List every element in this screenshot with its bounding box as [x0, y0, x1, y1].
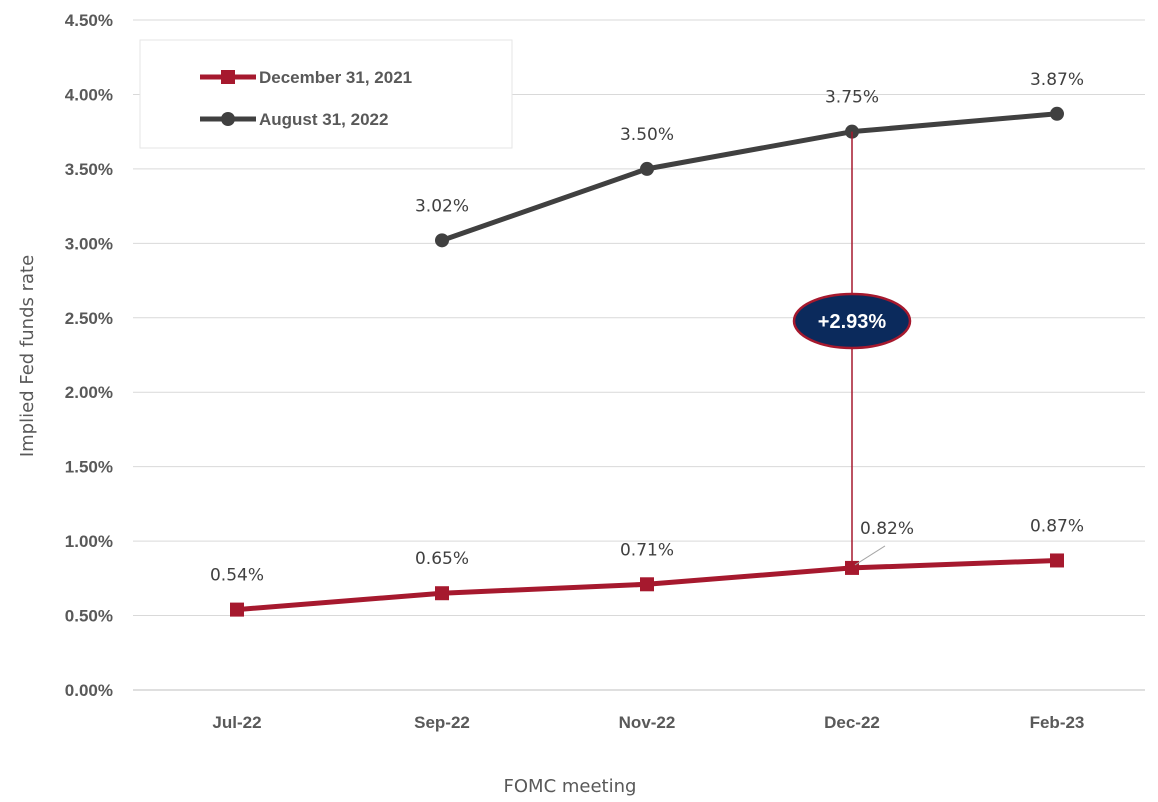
gridlines — [133, 19, 1145, 691]
data-label: 3.02% — [415, 196, 469, 216]
data-label: 0.71% — [620, 540, 674, 560]
data-point-marker — [640, 161, 654, 176]
y-tick-label: 4.50% — [65, 11, 113, 30]
y-tick-label: 0.50% — [65, 607, 113, 626]
legend-swatch-marker — [221, 70, 235, 84]
series-line — [441, 111, 1058, 243]
y-tick-label: 3.50% — [65, 160, 113, 179]
x-axis-ticks: Jul-22 Sep-22 Nov-22 Dec-22 Feb-23 — [212, 713, 1084, 732]
data-point-marker — [435, 233, 449, 248]
data-label: 0.54% — [210, 566, 264, 586]
y-tick-label: 2.00% — [65, 383, 113, 402]
legend-label: August 31, 2022 — [259, 110, 388, 129]
legend-box — [139, 39, 513, 149]
y-tick-label: 1.50% — [65, 458, 113, 477]
data-label: 0.82% — [860, 519, 914, 539]
legend-swatch-marker — [221, 112, 235, 126]
data-point-marker — [1050, 106, 1064, 121]
data-point-marker — [1050, 553, 1064, 568]
y-tick-label: 1.00% — [65, 532, 113, 551]
y-axis-ticks: 0.00% 0.50% 1.00% 1.50% 2.00% 2.50% 3.00% 3.50%… — [65, 11, 113, 700]
x-tick-label: Jul-22 — [212, 713, 261, 732]
x-tick-label: Sep-22 — [414, 713, 470, 732]
annotation-label: +2.93% — [818, 311, 887, 333]
series-august-31-2022: 3.02% 3.50% 3.75% 3.87% — [415, 70, 1084, 248]
data-point-marker — [640, 577, 654, 592]
data-label: 3.87% — [1030, 70, 1084, 90]
y-axis-title: Implied Fed funds rate — [17, 255, 38, 457]
annotation-ellipse — [792, 292, 912, 350]
y-tick-label: 4.00% — [65, 85, 113, 104]
legend-item: August 31, 2022 — [200, 110, 388, 129]
series-layer: 0.54% 0.65% 0.71% 0.82% 0.87% 3.02% 3.50% 3.75%… — [210, 70, 1084, 617]
data-label: 0.65% — [415, 549, 469, 569]
legend: December 31, 2021 August 31, 2022 — [139, 39, 513, 149]
data-label: 3.75% — [825, 88, 879, 108]
x-tick-label: Dec-22 — [824, 713, 880, 732]
annotation-callout: +2.93% — [792, 131, 912, 568]
legend-item: December 31, 2021 — [200, 68, 412, 87]
data-label: 0.87% — [1030, 516, 1084, 536]
series-december-31-2021: 0.54% 0.65% 0.71% 0.82% 0.87% — [210, 516, 1084, 617]
data-label-leader-line — [854, 545, 886, 566]
y-tick-label: 3.00% — [65, 234, 113, 253]
x-axis-title: FOMC meeting — [504, 776, 637, 797]
x-tick-label: Feb-23 — [1030, 713, 1085, 732]
data-point-marker — [230, 602, 244, 617]
x-tick-label: Nov-22 — [619, 713, 676, 732]
legend-label: December 31, 2021 — [259, 68, 412, 87]
y-tick-label: 0.00% — [65, 681, 113, 700]
y-tick-label: 2.50% — [65, 309, 113, 328]
data-label: 3.50% — [620, 125, 674, 145]
data-point-marker — [435, 586, 449, 601]
